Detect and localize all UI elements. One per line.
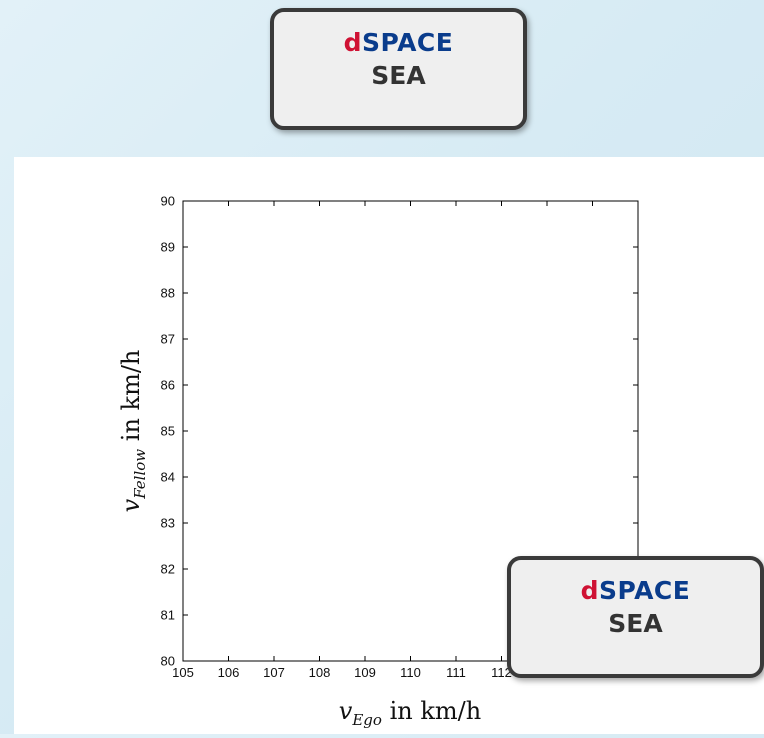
y-tick-label: 86 xyxy=(161,378,175,393)
y-tick-label: 81 xyxy=(161,608,175,623)
logo-space: SPACE xyxy=(599,576,691,605)
y-tick-label: 83 xyxy=(161,516,175,531)
dspace-sea-badge-bottom: dSPACE SEA xyxy=(507,556,764,678)
badge-sea-label: SEA xyxy=(371,61,426,90)
y-tick-label: 82 xyxy=(161,562,175,577)
logo-space: SPACE xyxy=(362,28,454,57)
y-tick-label: 85 xyxy=(161,424,175,439)
x-axis-unit: in km/h xyxy=(382,697,481,725)
x-axis-var: v xyxy=(339,697,353,725)
logo-d: d xyxy=(580,576,600,605)
y-tick-label: 89 xyxy=(161,240,175,255)
x-tick-label: 108 xyxy=(309,665,331,680)
y-axis-var: v xyxy=(117,498,145,512)
y-axis-sub: Fellow xyxy=(131,449,149,500)
dspace-sea-badge-top: dSPACE SEA xyxy=(270,8,527,130)
y-ticks: 80 81 82 83 84 85 86 87 88 89 90 xyxy=(161,194,638,669)
y-tick-label: 87 xyxy=(161,332,175,347)
y-tick-label: 90 xyxy=(161,194,175,209)
x-axis-title: vEgo in km/h xyxy=(339,697,481,729)
x-tick-label: 105 xyxy=(172,665,194,680)
x-tick-label: 106 xyxy=(218,665,240,680)
y-axis-unit: in km/h xyxy=(117,350,145,449)
y-tick-label: 88 xyxy=(161,286,175,301)
y-axis-title: vFellow in km/h xyxy=(117,350,149,513)
x-tick-label: 111 xyxy=(446,665,466,680)
x-tick-label: 109 xyxy=(354,665,376,680)
x-tick-label: 107 xyxy=(263,665,285,680)
x-axis-sub: Ego xyxy=(351,711,382,729)
dspace-logo: dSPACE xyxy=(274,28,523,57)
x-tick-label: 112 xyxy=(491,665,512,680)
x-tick-label: 110 xyxy=(400,665,421,680)
logo-d: d xyxy=(343,28,363,57)
badge-sea-label: SEA xyxy=(608,609,663,638)
plot-card: 105106107108109110111112113114115 808182… xyxy=(14,157,764,734)
dspace-logo: dSPACE xyxy=(511,576,760,605)
y-tick-label: 80 xyxy=(161,654,175,669)
y-tick-label: 84 xyxy=(161,470,175,485)
